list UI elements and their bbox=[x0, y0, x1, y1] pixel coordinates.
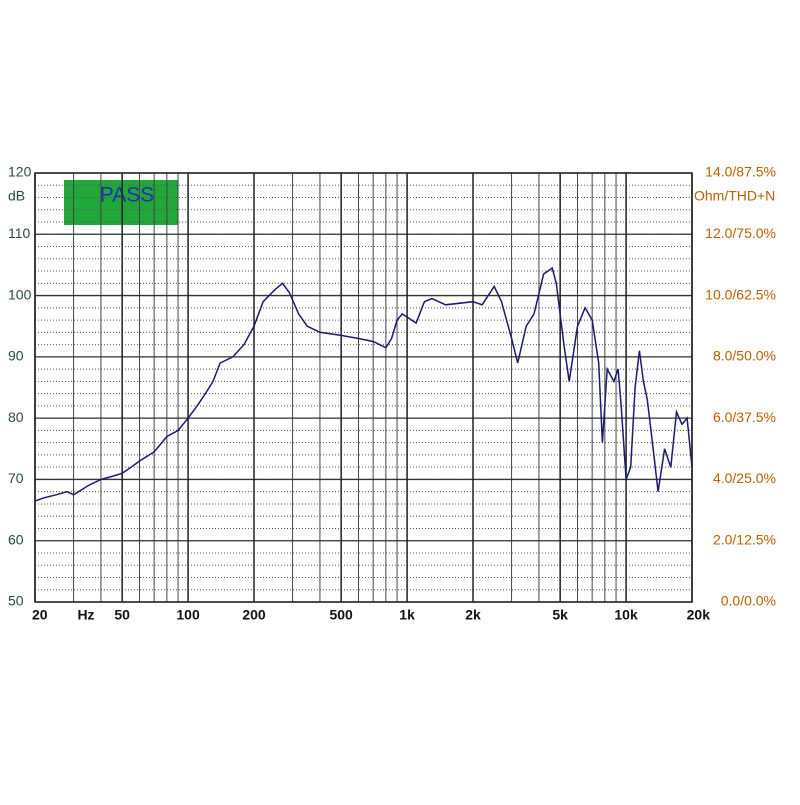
y-tick-label: 80 bbox=[8, 409, 24, 425]
y2-tick-label: 6.0/37.5% bbox=[713, 409, 776, 425]
y-tick-label: 110 bbox=[8, 225, 31, 241]
data-line bbox=[34, 266, 693, 502]
pass-box bbox=[64, 180, 178, 225]
x-axis-label: Hz bbox=[77, 607, 94, 623]
y2-tick-label: 14.0/87.5% bbox=[705, 164, 776, 180]
y2-axis-label: Ohm/THD+N bbox=[694, 188, 775, 204]
y-tick-label: 120 bbox=[8, 164, 32, 180]
x-tick-label: 500 bbox=[329, 607, 353, 623]
x-tick-label: 200 bbox=[242, 607, 266, 623]
y2-tick-label: 4.0/25.0% bbox=[713, 470, 776, 486]
x-tick-label: 100 bbox=[176, 607, 200, 623]
y-tick-label: 70 bbox=[8, 470, 24, 486]
x-tick-label: 20 bbox=[32, 607, 48, 623]
x-tick-label: 2k bbox=[465, 607, 481, 623]
y2-tick-label: 0.0/0.0% bbox=[721, 593, 776, 609]
x-tick-label: 5k bbox=[552, 607, 568, 623]
x-tick-label: 50 bbox=[114, 607, 130, 623]
y-tick-label: 60 bbox=[8, 531, 24, 547]
x-tick-label: 20k bbox=[687, 607, 711, 623]
y2-tick-label: 2.0/12.5% bbox=[713, 531, 776, 547]
annotation: PASS bbox=[100, 184, 154, 207]
y2-tick-label: 10.0/62.5% bbox=[705, 286, 776, 302]
plot-frame bbox=[34, 172, 693, 603]
y-tick-label: 90 bbox=[8, 348, 24, 364]
y-axis-label: dB bbox=[8, 188, 25, 204]
x-tick-label: 10k bbox=[614, 607, 638, 623]
y-tick-label: 50 bbox=[8, 593, 24, 609]
y2-tick-label: 8.0/50.0% bbox=[713, 348, 776, 364]
x-tick-label: 1k bbox=[399, 607, 415, 623]
y2-tick-label: 12.0/75.0% bbox=[705, 225, 776, 241]
y-tick-label: 100 bbox=[8, 286, 32, 302]
